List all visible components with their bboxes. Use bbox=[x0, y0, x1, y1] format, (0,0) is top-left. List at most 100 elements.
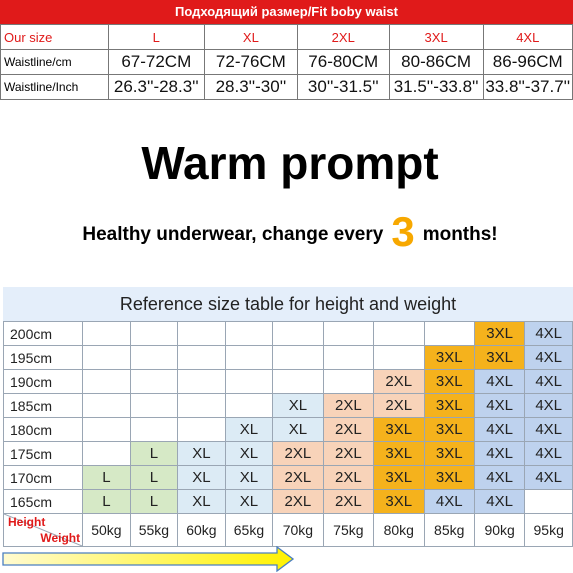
health-reminder: Healthy underwear, change every 3 months! bbox=[0, 208, 573, 256]
size-cell: 4XL bbox=[524, 393, 573, 418]
height-label: 170cm bbox=[2, 465, 84, 490]
weight-label: 60kg bbox=[177, 513, 226, 547]
size-cell bbox=[82, 321, 131, 346]
size-cell: L bbox=[129, 489, 179, 514]
size-cell: 3XL bbox=[423, 465, 475, 490]
weight-axis-label: Weight bbox=[40, 531, 81, 545]
size-cell: XL bbox=[177, 489, 226, 514]
weight-row: Height Weight 50kg 55kg 60kg 65kg 70kg 75kg 80kg… bbox=[2, 513, 573, 547]
weight-label: 75kg bbox=[322, 513, 375, 547]
size-cell: 2XL bbox=[322, 417, 375, 442]
size-cell bbox=[82, 393, 131, 418]
reference-table-title: Reference size table for height and weig… bbox=[119, 294, 457, 314]
size-cell bbox=[373, 345, 425, 370]
height-row: 170cm L L XL XL 2XL 2XL 3XL 3XL 4XL 4XL bbox=[2, 465, 573, 490]
height-row: 185cm XL 2XL 2XL 3XL 4XL 4XL bbox=[2, 393, 573, 418]
size-cell: XL bbox=[272, 417, 324, 442]
size-cell bbox=[224, 393, 274, 418]
size-cell: 3XL bbox=[373, 465, 425, 490]
waist-cell: 76-80CM bbox=[296, 49, 390, 75]
waist-cell: XL bbox=[203, 24, 298, 50]
size-cell bbox=[177, 369, 226, 394]
weight-label: 80kg bbox=[373, 513, 425, 547]
height-row: 190cm 2XL 3XL 4XL 4XL bbox=[2, 369, 573, 394]
size-cell bbox=[129, 417, 179, 442]
size-cell bbox=[129, 321, 179, 346]
size-cell: 2XL bbox=[373, 369, 425, 394]
waist-cell: 30''-31.5'' bbox=[296, 74, 390, 100]
size-cell: L bbox=[129, 465, 179, 490]
size-cell: XL bbox=[224, 441, 274, 466]
height-label: 185cm bbox=[2, 393, 84, 418]
size-cell bbox=[272, 369, 324, 394]
weight-label: 65kg bbox=[224, 513, 274, 547]
size-cell bbox=[82, 345, 131, 370]
size-cell: XL bbox=[224, 417, 274, 442]
reference-grid: 200cm 3XL 4XL 195cm 3XL 3XL 4XL 190cm 2XL 3XL 4XL 4… bbox=[2, 321, 573, 547]
waist-row-label: Waistline/Inch bbox=[0, 74, 109, 100]
waist-cell: 26.3''-28.3'' bbox=[107, 74, 205, 100]
size-cell: L bbox=[82, 465, 131, 490]
corner-diagonal bbox=[4, 514, 82, 546]
waist-row: Our size L XL 2XL 3XL 4XL bbox=[0, 24, 573, 50]
size-cell bbox=[177, 345, 226, 370]
size-cell: 3XL bbox=[373, 489, 425, 514]
size-cell: 4XL bbox=[524, 345, 573, 370]
height-row: 175cm L XL XL 2XL 2XL 3XL 3XL 4XL 4XL bbox=[2, 441, 573, 466]
weight-label: 55kg bbox=[129, 513, 179, 547]
height-label: 195cm bbox=[2, 345, 84, 370]
size-cell bbox=[177, 417, 226, 442]
waist-size-table: Подходящий размер/Fit boby waist Our siz… bbox=[0, 0, 573, 100]
waist-cell: 86-96CM bbox=[482, 49, 573, 75]
size-cell bbox=[82, 441, 131, 466]
size-cell: 4XL bbox=[473, 489, 526, 514]
size-cell: 4XL bbox=[524, 321, 573, 346]
waist-cell: 31.5''-33.8'' bbox=[388, 74, 484, 100]
size-cell: 2XL bbox=[272, 465, 324, 490]
size-cell: 3XL bbox=[473, 345, 526, 370]
height-row: 180cm XL XL 2XL 3XL 3XL 4XL 4XL bbox=[2, 417, 573, 442]
reference-size-table: Reference size table for height and weig… bbox=[2, 287, 573, 547]
size-cell: 2XL bbox=[322, 441, 375, 466]
weight-label: 50kg bbox=[82, 513, 131, 547]
warm-prompt-title: Warm prompt bbox=[141, 137, 439, 189]
size-cell: 2XL bbox=[272, 441, 324, 466]
height-weight-corner: Height Weight bbox=[2, 513, 84, 547]
height-row: 200cm 3XL 4XL bbox=[2, 321, 573, 346]
size-cell bbox=[82, 417, 131, 442]
size-cell: 4XL bbox=[524, 465, 573, 490]
size-cell bbox=[177, 393, 226, 418]
size-cell bbox=[177, 321, 226, 346]
weight-label: 95kg bbox=[524, 513, 573, 547]
size-cell bbox=[82, 369, 131, 394]
waist-cell: 2XL bbox=[296, 24, 390, 50]
size-cell: 2XL bbox=[272, 489, 324, 514]
size-cell bbox=[129, 393, 179, 418]
height-label: 165cm bbox=[2, 489, 84, 514]
waist-cell: 3XL bbox=[388, 24, 484, 50]
size-cell bbox=[322, 369, 375, 394]
size-cell bbox=[423, 321, 475, 346]
height-label: 190cm bbox=[2, 369, 84, 394]
size-cell: XL bbox=[224, 465, 274, 490]
size-cell: 4XL bbox=[473, 393, 526, 418]
size-cell: 2XL bbox=[322, 489, 375, 514]
waist-row: Waistline/cm 67-72CM 72-76CM 76-80CM 80-86CM… bbox=[0, 49, 573, 75]
weight-label: 70kg bbox=[272, 513, 324, 547]
size-cell bbox=[272, 345, 324, 370]
height-row: 165cm L L XL XL 2XL 2XL 3XL 4XL 4XL bbox=[2, 489, 573, 514]
waist-grid: Our size L XL 2XL 3XL 4XL Waistline/cm 67-72CM 7… bbox=[0, 24, 573, 100]
waist-cell: 4XL bbox=[482, 24, 573, 50]
size-cell: XL bbox=[177, 441, 226, 466]
size-cell bbox=[129, 369, 179, 394]
weight-direction-arrow-icon bbox=[2, 546, 294, 572]
height-axis-label: Height bbox=[8, 515, 46, 529]
size-cell: 4XL bbox=[524, 369, 573, 394]
size-cell: 3XL bbox=[423, 393, 475, 418]
waist-row-label: Waistline/cm bbox=[0, 49, 109, 75]
waist-cell: L bbox=[107, 24, 205, 50]
waist-row-label: Our size bbox=[0, 24, 109, 50]
size-cell: 4XL bbox=[473, 441, 526, 466]
weight-label: 85kg bbox=[423, 513, 475, 547]
size-cell: 3XL bbox=[423, 441, 475, 466]
